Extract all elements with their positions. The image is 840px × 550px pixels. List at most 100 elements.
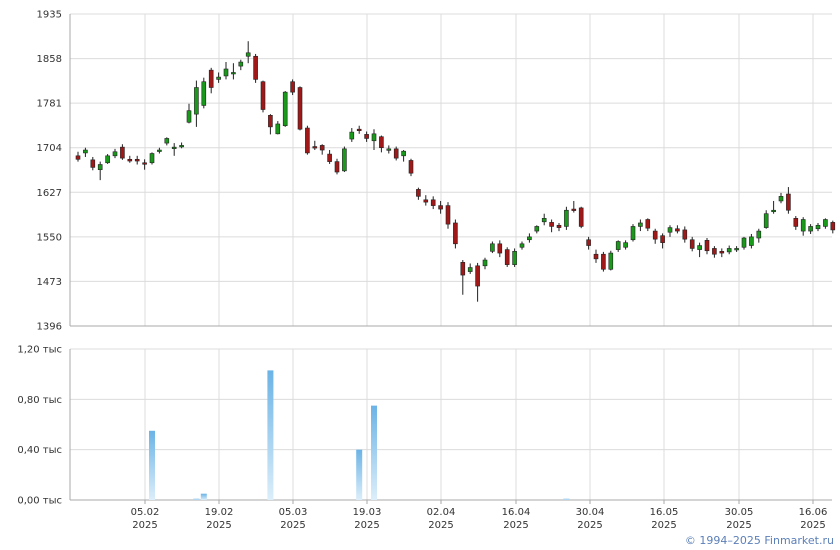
candle-down — [675, 225, 680, 234]
candle-down — [652, 228, 658, 244]
candle-body — [638, 222, 643, 227]
candle-up — [815, 222, 821, 232]
candle-body — [438, 205, 443, 210]
candle-body — [282, 91, 288, 127]
candle-down — [475, 262, 480, 302]
date-tick-label: 16.05 — [650, 507, 679, 518]
candle-body — [201, 81, 207, 106]
candle-up — [823, 218, 828, 229]
candle-up — [697, 242, 702, 258]
candle-body — [75, 155, 81, 160]
volume-axis: 1,20 тыс 0,80 тыс 0,40 тыс 0,00 тыс — [17, 345, 62, 507]
candle-body — [112, 151, 118, 157]
candle-up — [756, 228, 762, 243]
candle-body — [327, 153, 332, 162]
candle-up — [164, 137, 170, 146]
candlestick-series — [75, 41, 836, 302]
candle-body — [800, 219, 806, 232]
candle-down — [719, 248, 725, 258]
candle-down — [305, 125, 310, 155]
candle-body — [749, 236, 754, 246]
copyright-text: © 1994–2025 Finmarket.ru — [684, 534, 834, 547]
candle-body — [305, 127, 310, 154]
candle-down — [134, 155, 140, 165]
candle-body — [194, 87, 199, 115]
candle-body — [630, 226, 636, 241]
candle-body — [712, 248, 717, 255]
candle-down — [319, 144, 325, 155]
candle-body — [356, 128, 362, 131]
date-tick-year: 2025 — [651, 520, 676, 531]
candle-up — [534, 225, 540, 234]
candle-up — [519, 241, 525, 250]
date-tick-year: 2025 — [577, 520, 602, 531]
volume-grid — [69, 348, 832, 501]
candle-body — [734, 248, 739, 251]
candle-down — [830, 220, 836, 234]
candle-body — [275, 123, 281, 135]
candle-up — [608, 250, 614, 271]
candle-body — [208, 69, 214, 88]
candle-body — [504, 249, 510, 265]
candle-up — [482, 257, 488, 270]
date-tick-label: 05.03 — [279, 507, 308, 518]
candle-body — [645, 219, 651, 229]
candle-up — [467, 263, 473, 274]
candle-body — [408, 160, 414, 174]
candle-up — [105, 154, 110, 164]
date-tick-label: 02.04 — [427, 507, 456, 518]
candle-up — [238, 59, 244, 71]
date-axis: 05.02 2025 19.02 2025 05.03 2025 19.03 2025 02.0… — [131, 500, 827, 531]
candle-body — [120, 146, 125, 159]
candle-body — [778, 196, 784, 202]
candle-down — [556, 222, 562, 232]
price-tick-label: 1935 — [37, 10, 62, 21]
candle-body — [704, 240, 710, 252]
date-tick-year: 2025 — [800, 520, 825, 531]
candle-down — [438, 200, 443, 214]
candle-body — [334, 161, 340, 173]
volume-bar — [200, 493, 207, 500]
price-tick-label: 1781 — [37, 99, 62, 110]
candle-body — [164, 138, 170, 144]
candle-up — [527, 233, 532, 243]
date-tick-label: 16.04 — [502, 507, 531, 518]
candle-body — [297, 87, 303, 130]
candle-body — [741, 237, 747, 248]
candle-body — [815, 224, 821, 230]
volume-bar — [193, 498, 200, 500]
date-tick-year: 2025 — [503, 520, 528, 531]
candle-body — [342, 148, 347, 172]
candle-up — [726, 245, 732, 255]
candle-body — [541, 218, 547, 223]
candle-body — [371, 133, 377, 142]
date-tick-label: 30.05 — [725, 507, 754, 518]
candle-body — [571, 208, 577, 211]
price-grid — [69, 13, 832, 327]
volume-tick-label: 0,40 тыс — [17, 445, 62, 456]
price-tick-label: 1396 — [37, 322, 62, 333]
candle-down — [645, 218, 651, 232]
candle-up — [201, 77, 207, 109]
candle-down — [253, 53, 258, 83]
candle-body — [245, 52, 251, 57]
date-tick-year: 2025 — [726, 520, 751, 531]
candle-body — [830, 222, 836, 231]
date-tick-label: 19.03 — [353, 507, 382, 518]
candle-body — [771, 209, 776, 213]
volume-bar — [267, 370, 274, 500]
price-tick-label: 1550 — [37, 232, 62, 243]
candle-body — [675, 228, 680, 232]
candle-body — [349, 131, 355, 140]
candle-body — [430, 199, 436, 206]
volume-tick-label: 0,80 тыс — [17, 395, 62, 406]
candle-body — [608, 252, 614, 270]
candle-down — [90, 156, 96, 171]
candle-body — [823, 219, 828, 227]
candle-body — [393, 148, 399, 159]
candle-up — [800, 217, 806, 236]
candle-body — [216, 76, 221, 80]
candle-down — [712, 246, 717, 258]
candle-body — [290, 81, 295, 93]
candle-up — [157, 147, 162, 154]
